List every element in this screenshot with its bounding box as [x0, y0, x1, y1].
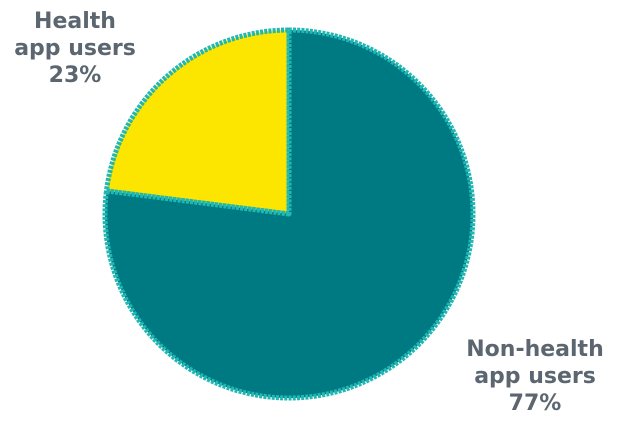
slice-label-health-app-users: Health app users 23% — [6, 8, 144, 89]
slice-label-health-line-2: app users — [14, 36, 136, 61]
pie-slice-health-app-users — [103, 27, 292, 217]
slice-label-non-health-line-2: app users — [474, 364, 596, 389]
pie-slice-non-health-app-users — [102, 27, 476, 401]
slice-value-non-health: 77% — [508, 391, 562, 416]
slice-label-non-health-app-users: Non-health app users 77% — [455, 336, 615, 417]
slice-value-health: 23% — [48, 63, 102, 88]
slice-label-non-health-line-1: Non-health — [466, 337, 604, 362]
slice-label-health-line-1: Health — [34, 9, 116, 34]
